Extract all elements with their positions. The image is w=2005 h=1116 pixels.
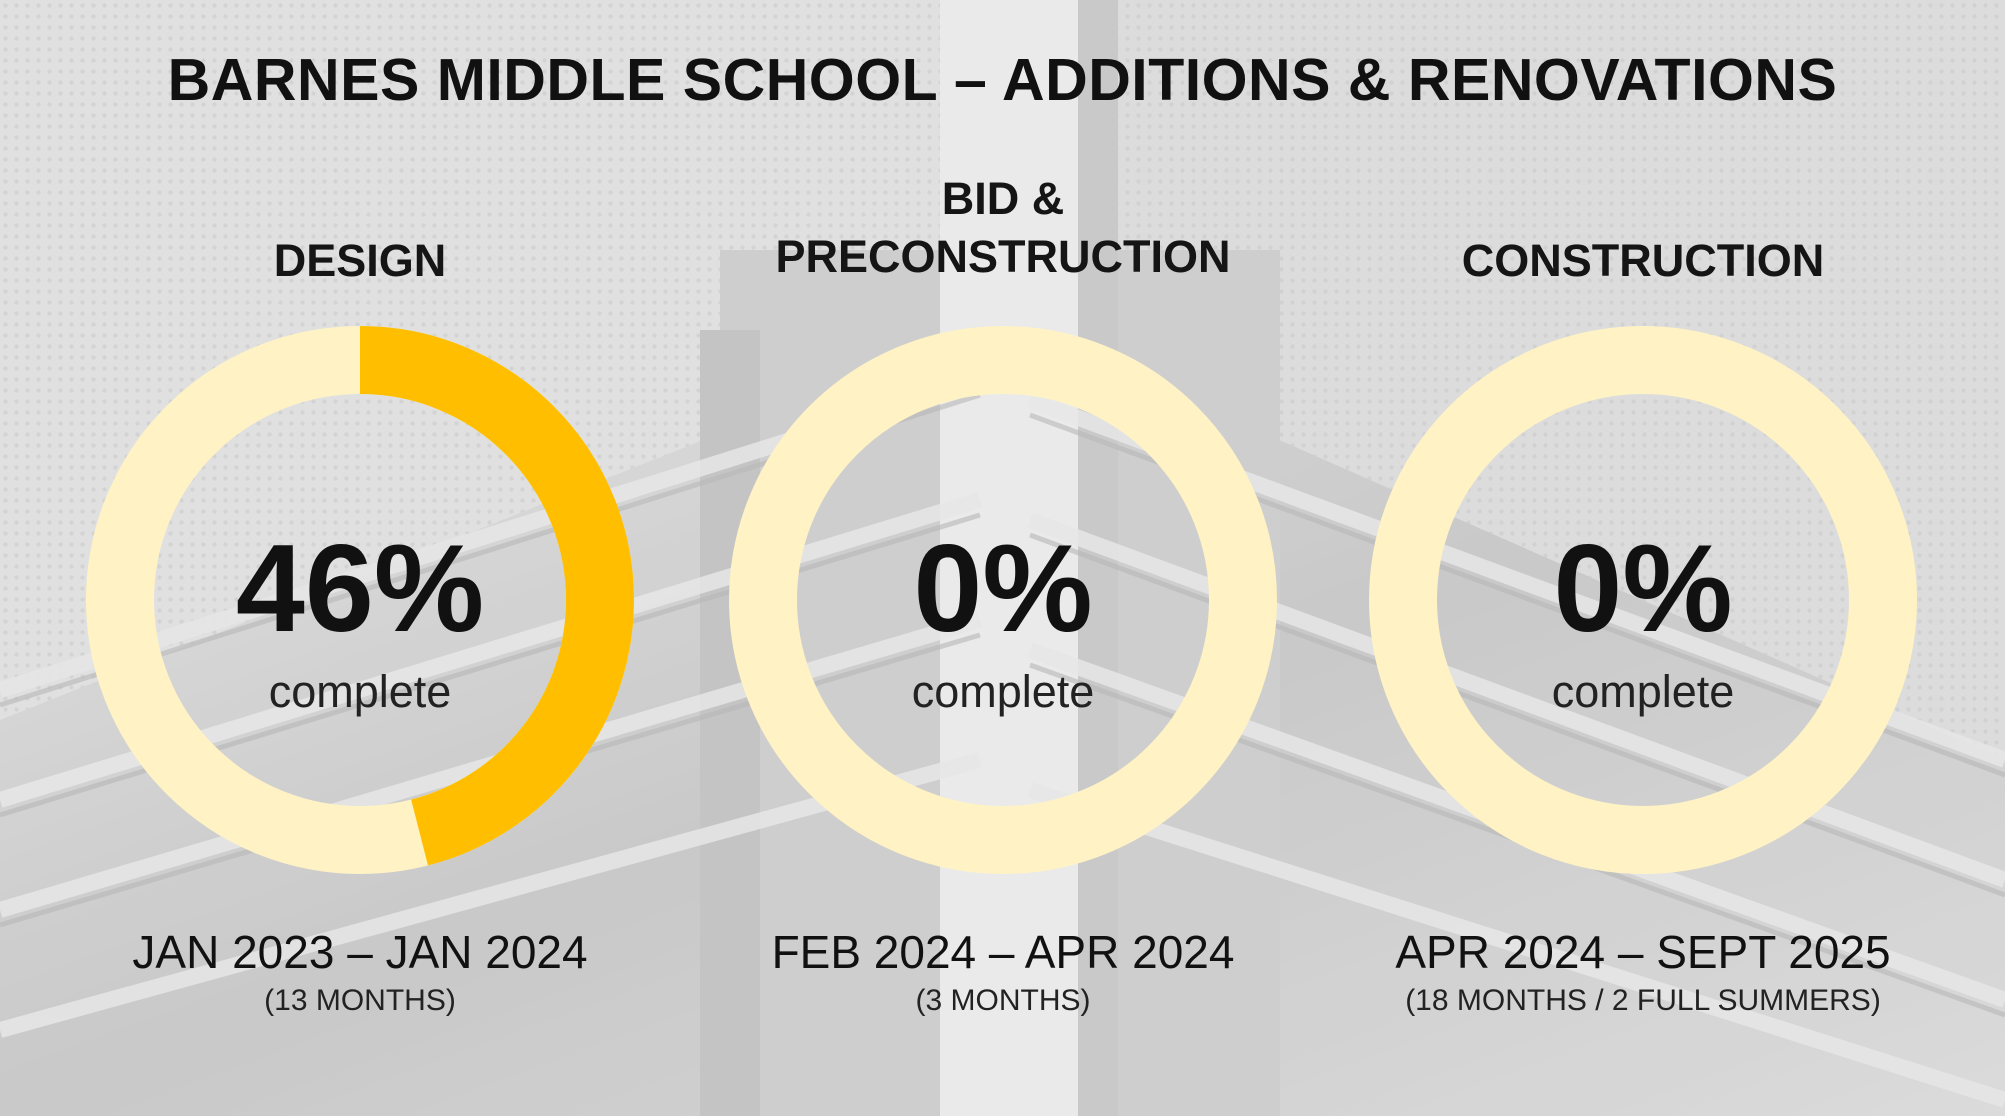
progress-ring xyxy=(86,326,634,874)
phase-dates: JAN 2023 – JAN 2024 xyxy=(132,926,588,978)
phase-construction: CONSTRUCTION 0% complete APR 2024 – SEPT… xyxy=(1333,0,1953,1116)
phase-duration: (3 MONTHS) xyxy=(915,984,1091,1017)
phase-heading: CONSTRUCTION xyxy=(1333,232,1953,290)
progress-ring-track xyxy=(1369,326,1917,874)
percent-complete: 0% xyxy=(1553,520,1733,658)
progress-ring xyxy=(729,326,1277,874)
percent-complete: 46% xyxy=(235,520,485,658)
phase-design: DESIGN 46% complete JAN 2023 – JAN 2024 … xyxy=(50,0,670,1116)
phase-duration: (13 MONTHS) xyxy=(264,984,456,1017)
phase-dates: FEB 2024 – APR 2024 xyxy=(771,926,1235,978)
complete-label: complete xyxy=(911,666,1095,717)
progress-ring xyxy=(1369,326,1917,874)
phase-bid-preconstruction: BID & PRECONSTRUCTION 0% complete FEB 20… xyxy=(693,0,1313,1116)
phase-duration: (18 MONTHS / 2 FULL SUMMERS) xyxy=(1405,984,1881,1017)
phase-dates: APR 2024 – SEPT 2025 xyxy=(1395,926,1891,978)
phase-heading-line: CONSTRUCTION xyxy=(1461,235,1825,286)
complete-label: complete xyxy=(1551,666,1735,717)
complete-label: complete xyxy=(268,666,452,717)
phase-heading: DESIGN xyxy=(50,232,670,290)
phase-heading-line: DESIGN xyxy=(273,235,447,286)
progress-ring-track xyxy=(729,326,1277,874)
phase-heading: BID & PRECONSTRUCTION xyxy=(693,170,1313,286)
progress-ring-fill xyxy=(86,326,634,874)
percent-complete: 0% xyxy=(913,520,1093,658)
phase-heading-line: BID & xyxy=(941,173,1065,224)
page-title: BARNES MIDDLE SCHOOL – ADDITIONS & RENOV… xyxy=(167,47,1838,113)
phase-heading-line: PRECONSTRUCTION xyxy=(775,231,1231,282)
